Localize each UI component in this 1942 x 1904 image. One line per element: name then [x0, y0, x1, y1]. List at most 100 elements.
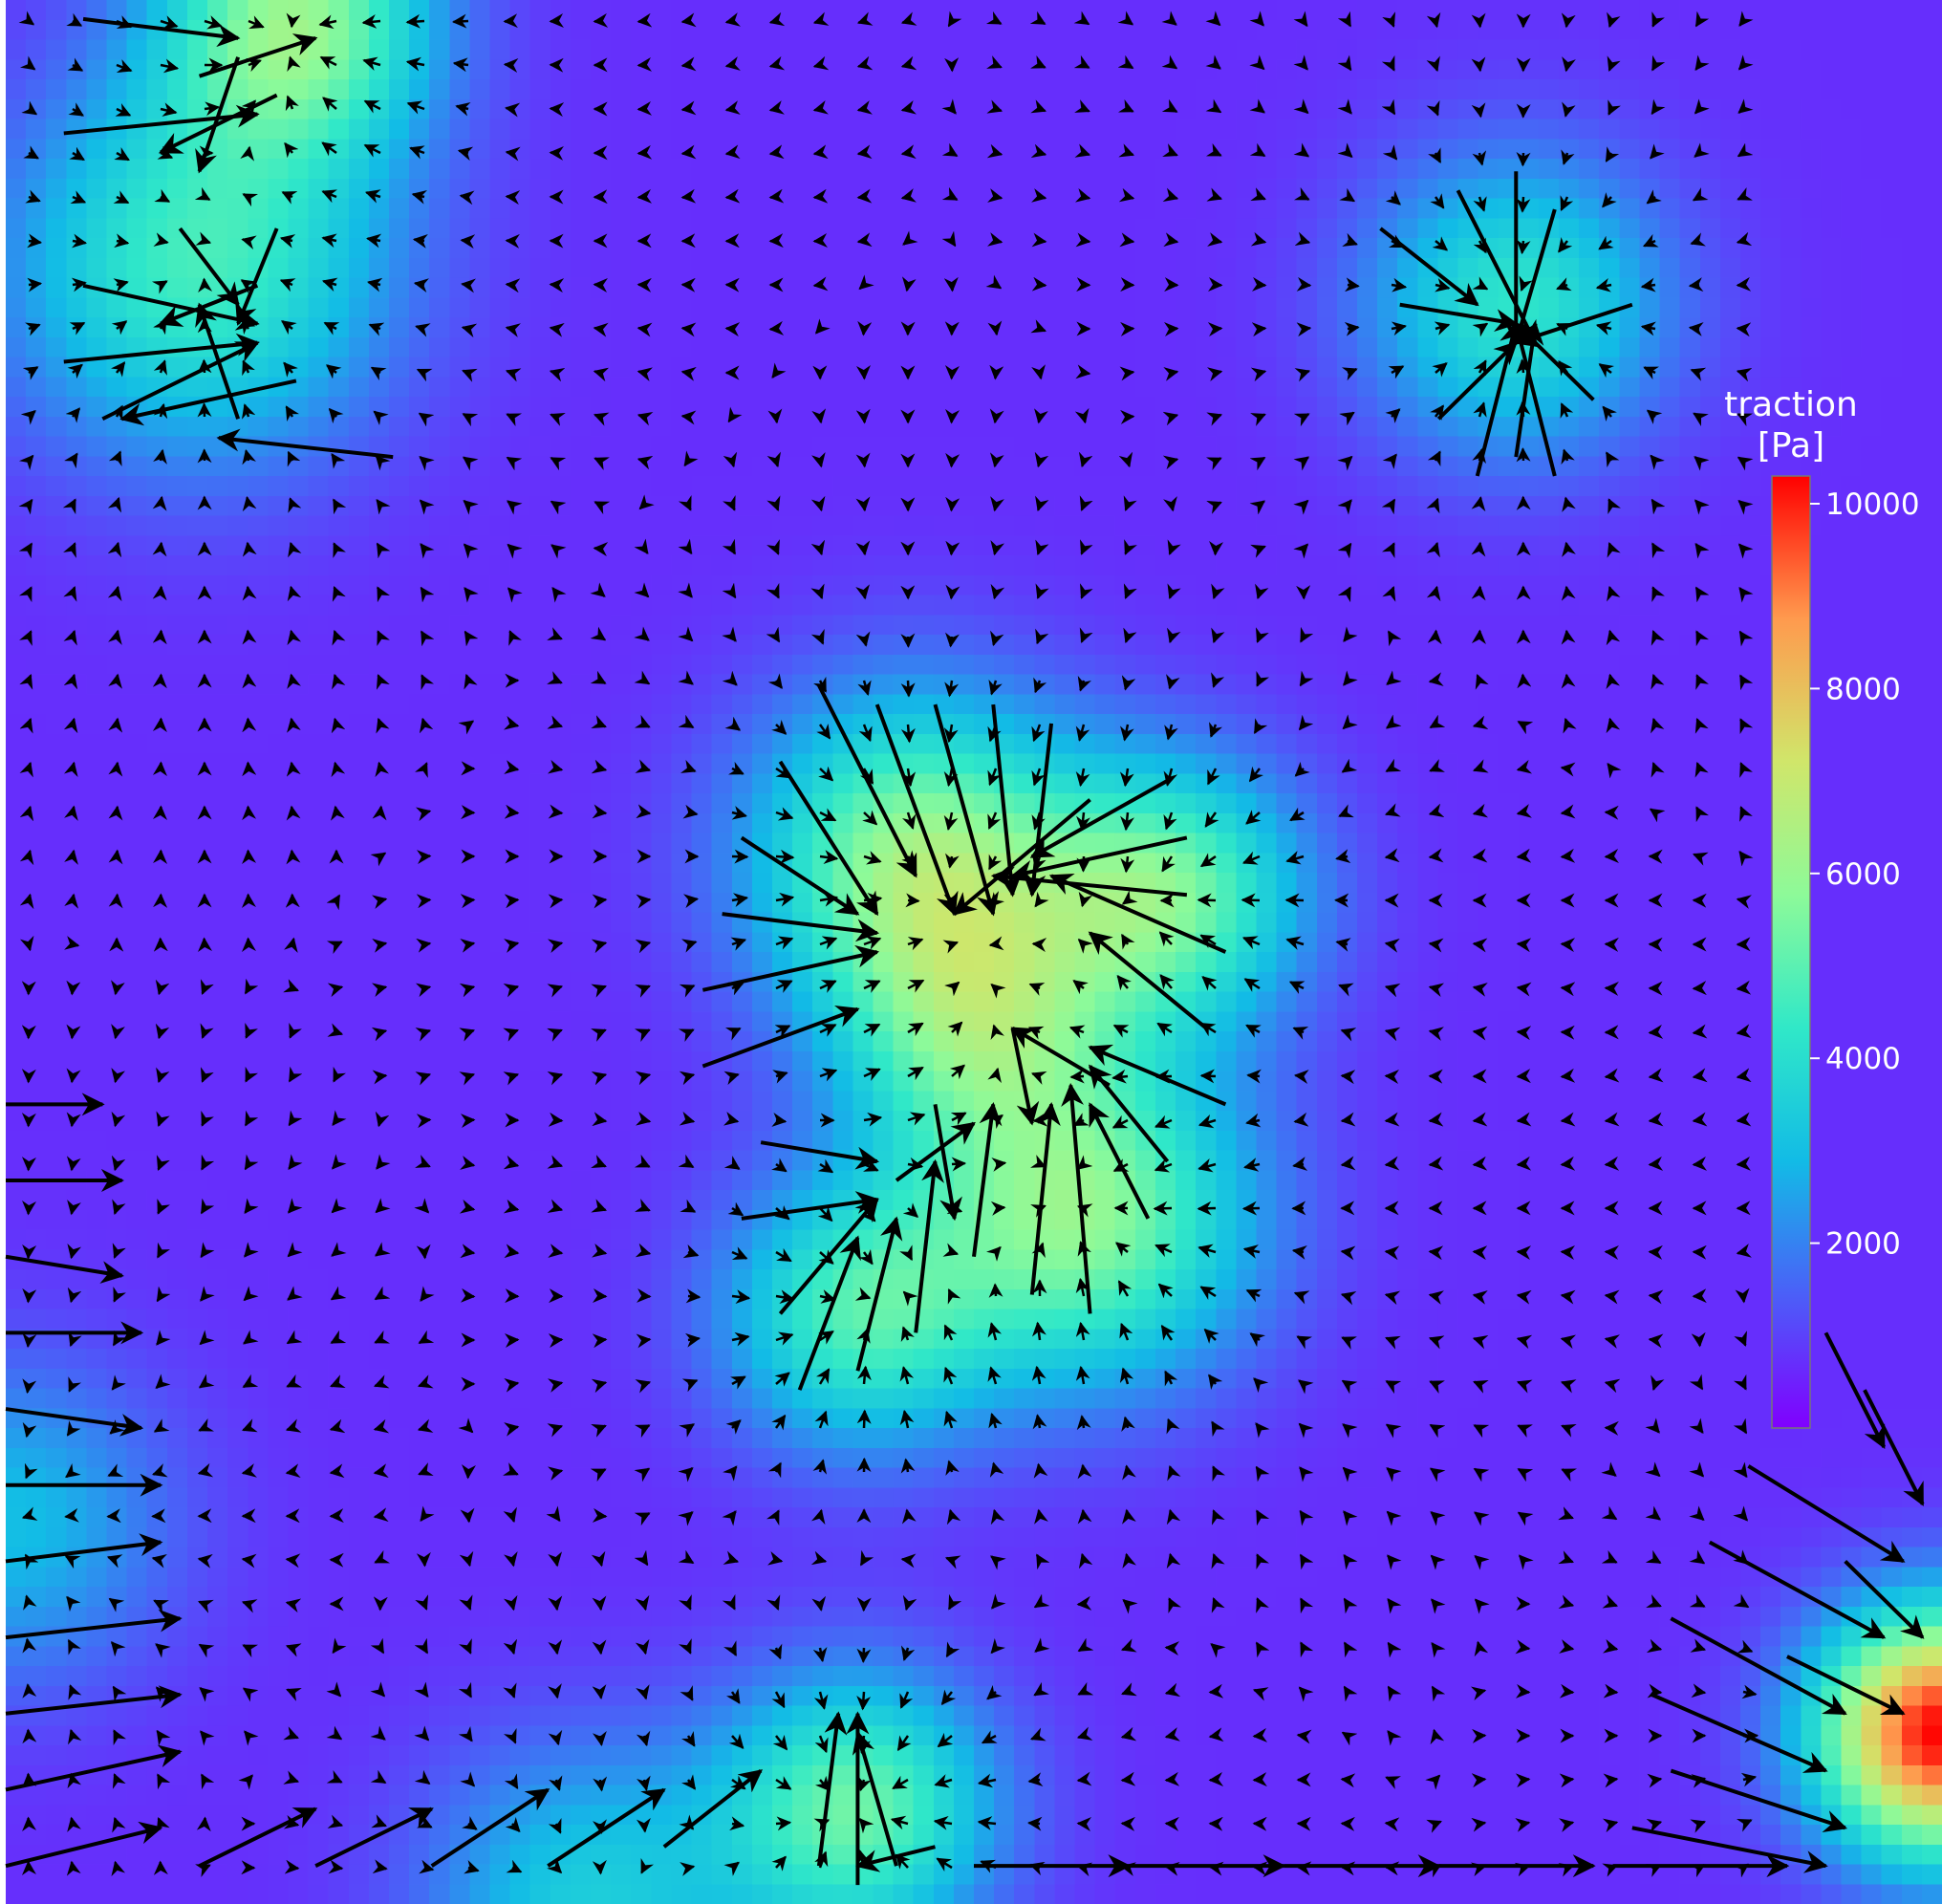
background-vector	[1561, 673, 1576, 689]
background-vector	[593, 1819, 607, 1835]
background-vector	[724, 144, 741, 160]
background-vector	[1736, 1068, 1752, 1083]
background-vector	[591, 1199, 608, 1213]
background-vector	[1736, 322, 1752, 337]
background-vector	[376, 674, 390, 690]
background-vector	[591, 939, 608, 954]
background-vector	[592, 1333, 608, 1349]
background-vector	[1120, 933, 1135, 950]
background-vector	[286, 12, 301, 29]
background-vector	[1340, 1245, 1356, 1261]
background-vector	[1031, 811, 1046, 831]
traction-vector-42	[855, 1216, 903, 1372]
background-vector	[946, 1200, 963, 1215]
background-vector	[331, 1198, 347, 1214]
background-vector	[25, 189, 41, 204]
background-vector	[724, 56, 741, 71]
background-vector	[330, 1330, 347, 1344]
background-vector	[1075, 768, 1090, 788]
background-vector	[66, 1112, 81, 1128]
background-vector	[373, 1418, 390, 1434]
background-vector	[333, 542, 346, 558]
background-vector	[1115, 1242, 1132, 1257]
background-vector	[680, 759, 697, 773]
background-vector	[947, 1021, 963, 1037]
background-vector	[1030, 99, 1047, 114]
background-vector	[1595, 321, 1612, 335]
background-vector	[20, 410, 36, 425]
background-vector	[155, 1023, 170, 1040]
background-vector	[242, 193, 259, 207]
background-vector	[503, 1028, 520, 1042]
background-vector	[547, 627, 563, 640]
background-vector	[1559, 1773, 1575, 1788]
background-vector	[988, 854, 1003, 871]
background-vector	[503, 57, 519, 73]
background-vector	[1472, 1334, 1489, 1350]
background-vector	[288, 1066, 303, 1083]
background-vector	[326, 894, 341, 911]
background-vector	[855, 631, 871, 647]
background-vector	[63, 673, 78, 690]
background-vector	[1293, 1290, 1310, 1305]
background-vector	[69, 321, 86, 335]
background-vector	[1255, 583, 1269, 600]
background-vector	[1074, 99, 1090, 113]
colorbar-gradient	[1771, 475, 1811, 1429]
background-vector	[1119, 768, 1134, 788]
background-vector	[1164, 1861, 1180, 1876]
background-vector	[332, 629, 346, 646]
background-vector	[1472, 803, 1489, 818]
traction-vector-67	[5, 1821, 163, 1869]
background-vector	[723, 1112, 740, 1126]
background-vector	[372, 939, 388, 953]
traction-vector-13	[216, 428, 394, 460]
background-vector	[1293, 54, 1308, 71]
background-vector	[1556, 277, 1572, 292]
background-vector	[1693, 412, 1709, 427]
background-vector	[774, 1025, 791, 1038]
background-vector	[1608, 99, 1621, 116]
background-vector	[1382, 144, 1398, 161]
background-vector	[1080, 539, 1093, 555]
background-vector	[503, 1199, 520, 1214]
background-vector	[1381, 498, 1396, 515]
background-vector	[152, 495, 167, 511]
background-vector	[1249, 98, 1265, 114]
background-vector	[1736, 231, 1753, 247]
background-vector	[240, 145, 255, 162]
background-vector	[19, 630, 32, 646]
background-vector	[200, 1067, 214, 1083]
background-vector	[1471, 496, 1486, 512]
background-vector	[412, 233, 428, 249]
background-vector	[1602, 405, 1617, 422]
background-vector	[1122, 1464, 1136, 1481]
background-vector	[682, 1244, 700, 1259]
background-vector	[679, 1028, 695, 1042]
background-vector	[1030, 55, 1047, 69]
background-vector	[856, 100, 873, 115]
background-vector	[1737, 413, 1754, 427]
background-vector	[405, 56, 425, 72]
background-vector	[1028, 983, 1046, 996]
background-vector	[856, 1691, 872, 1711]
background-vector	[372, 1070, 388, 1085]
background-vector	[286, 761, 301, 777]
background-vector	[635, 1638, 650, 1655]
background-vector	[1694, 11, 1710, 28]
background-vector	[1285, 851, 1305, 865]
background-vector	[945, 452, 960, 468]
background-vector	[1694, 98, 1710, 115]
background-vector	[1293, 1112, 1309, 1127]
background-vector	[547, 759, 564, 774]
background-vector	[1428, 983, 1445, 998]
background-vector	[287, 55, 301, 73]
background-vector	[766, 1550, 784, 1566]
background-vector	[368, 322, 385, 336]
background-vector	[1384, 1861, 1400, 1876]
traction-vector-34	[1088, 931, 1208, 1030]
background-vector	[1076, 1771, 1092, 1786]
background-vector	[1473, 401, 1487, 418]
background-vector	[635, 1071, 652, 1086]
background-vector	[1030, 1155, 1047, 1168]
